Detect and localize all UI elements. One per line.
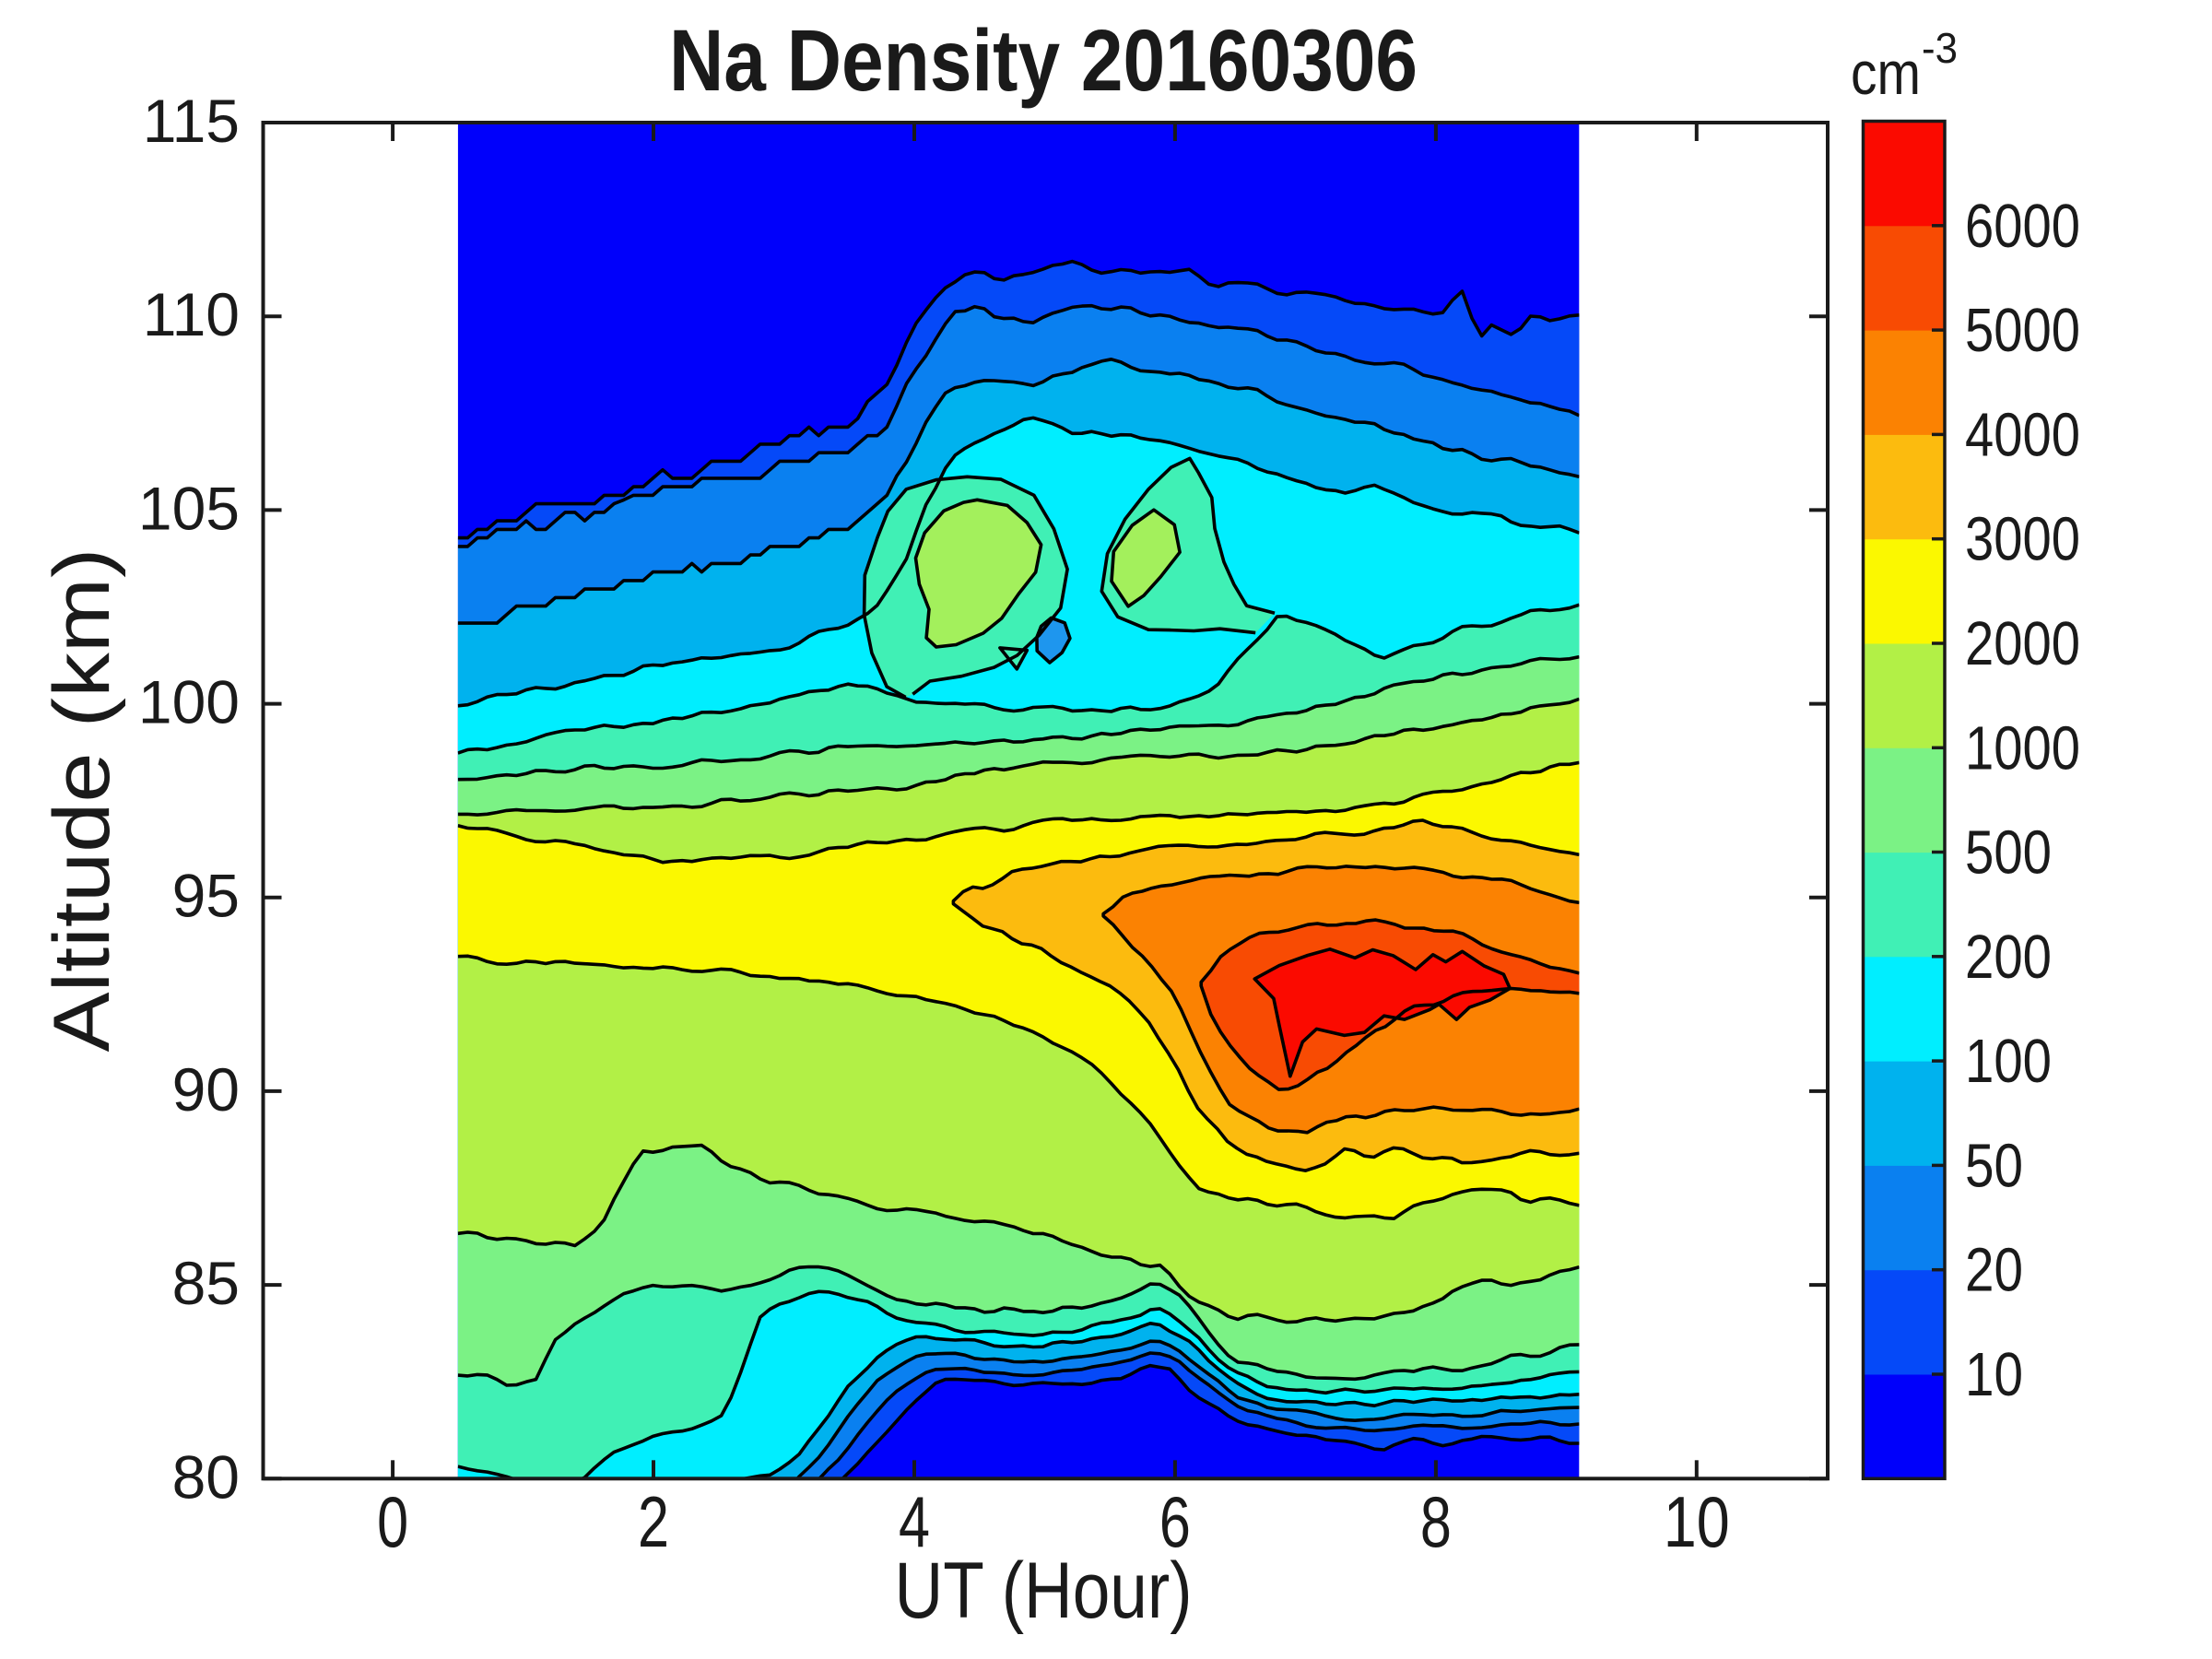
svg-text:cm: cm bbox=[1851, 39, 1921, 107]
svg-text:95: 95 bbox=[172, 862, 240, 930]
svg-text:2000: 2000 bbox=[1965, 609, 2080, 678]
svg-text:3000: 3000 bbox=[1965, 505, 2080, 574]
svg-text:0: 0 bbox=[377, 1481, 408, 1562]
svg-text:500: 500 bbox=[1965, 818, 2052, 888]
svg-text:100: 100 bbox=[138, 668, 240, 736]
svg-text:20: 20 bbox=[1965, 1236, 2023, 1305]
svg-text:200: 200 bbox=[1965, 923, 2052, 992]
svg-text:115: 115 bbox=[143, 87, 240, 155]
svg-text:6000: 6000 bbox=[1965, 192, 2080, 261]
svg-text:50: 50 bbox=[1965, 1131, 2023, 1200]
svg-text:110: 110 bbox=[143, 280, 240, 348]
svg-text:4: 4 bbox=[899, 1481, 930, 1562]
svg-text:1000: 1000 bbox=[1965, 713, 2080, 782]
svg-text:10: 10 bbox=[1664, 1481, 1730, 1562]
svg-text:80: 80 bbox=[172, 1442, 240, 1511]
svg-text:10: 10 bbox=[1965, 1340, 2023, 1409]
svg-text:100: 100 bbox=[1965, 1027, 2052, 1096]
svg-text:-3: -3 bbox=[1922, 24, 1958, 72]
svg-text:85: 85 bbox=[172, 1249, 240, 1317]
svg-text:4000: 4000 bbox=[1965, 400, 2080, 469]
svg-text:UT (Hour): UT (Hour) bbox=[895, 1547, 1193, 1635]
svg-text:2: 2 bbox=[638, 1481, 669, 1562]
svg-text:8: 8 bbox=[1420, 1481, 1452, 1562]
svg-text:5000: 5000 bbox=[1965, 296, 2080, 365]
svg-text:90: 90 bbox=[172, 1055, 240, 1124]
svg-text:Na Density 20160306: Na Density 20160306 bbox=[669, 12, 1418, 110]
svg-text:105: 105 bbox=[138, 474, 240, 542]
svg-text:6: 6 bbox=[1159, 1481, 1191, 1562]
svg-text:Altitude (km): Altitude (km) bbox=[38, 548, 126, 1053]
